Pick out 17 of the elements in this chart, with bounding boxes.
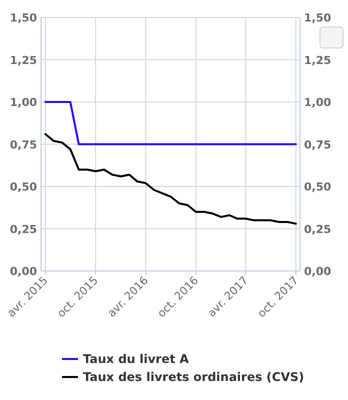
y2-tick-label: 0,50	[304, 180, 332, 194]
y-tick-label: 0,00	[10, 265, 38, 278]
y2-tick-label: 0,75	[304, 138, 332, 152]
y-tick-label: 0,50	[10, 180, 38, 194]
y2-tick-label: 1,00	[304, 96, 332, 109]
y2-tick-label: 0,25	[304, 222, 332, 236]
y2-tick-label: 1,50	[304, 12, 332, 24]
y2-tick-label: 0,00	[304, 265, 332, 278]
y-tick-label: 1,50	[10, 12, 38, 24]
legend-label: Taux du livret A	[83, 352, 190, 366]
y-tick-label: 0,25	[10, 222, 37, 236]
y-tick-label: 1,25	[10, 54, 37, 67]
y-tick-label: 1,00	[10, 96, 38, 109]
line-series	[44, 133, 297, 225]
y-tick-label: 0,75	[10, 138, 37, 152]
legend-label: Taux des livrets ordinaires (CVS)	[83, 370, 304, 384]
y2-tick-label: 1,25	[304, 54, 332, 67]
